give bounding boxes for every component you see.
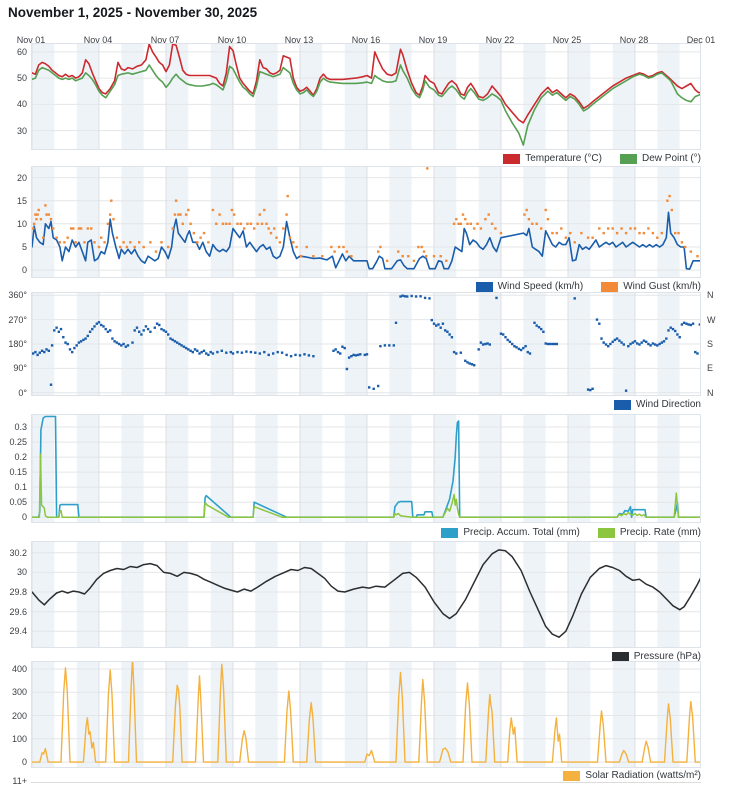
temperature-ytick-label: 30	[16, 125, 27, 136]
temperature-ytick-label: 60	[16, 46, 27, 57]
pressure-ytick-label: 30	[16, 567, 27, 578]
date-tick-label: Dec 01	[686, 35, 716, 45]
legend-label: Precip. Accum. Total (mm)	[463, 527, 580, 538]
date-tick-label: Nov 28	[619, 35, 649, 45]
wind-direction-compass-label: E	[707, 363, 714, 374]
wind-direction-legend: Wind Direction	[31, 398, 701, 411]
uv-chart-top-border	[31, 782, 701, 783]
precip-rate-swatch	[597, 527, 615, 538]
date-tick-label: Nov 01	[16, 35, 46, 45]
legend-label: Wind Gust (km/h)	[623, 281, 701, 292]
solar-radiation-ytick-label: 300	[11, 687, 27, 698]
legend-label: Dew Point (°)	[641, 153, 701, 164]
wind-ytick-label: 10	[16, 218, 27, 229]
temperature-ytick-label: 40	[16, 99, 27, 110]
legend-item: Precip. Rate (mm)	[597, 527, 701, 538]
legend-item: Solar Radiation (watts/m²)	[563, 770, 701, 781]
solar-radiation-ytick-label: 100	[11, 733, 27, 744]
temperature-ytick-label: 50	[16, 73, 27, 84]
precipitation-ytick-label: 0.25	[9, 437, 27, 448]
wind-ytick-label: 0	[21, 265, 27, 276]
wind-speed-swatch	[475, 281, 493, 292]
pressure-swatch	[611, 651, 629, 662]
legend-label: Pressure (hPa)	[633, 651, 701, 662]
temperature-plot	[31, 43, 701, 150]
pressure-ytick-label: 29.6	[9, 606, 27, 617]
legend-label: Precip. Rate (mm)	[619, 527, 701, 538]
date-tick-label: Nov 04	[83, 35, 113, 45]
wind-direction-compass-label: W	[707, 314, 716, 325]
date-tick-label: Nov 13	[284, 35, 314, 45]
legend-item: Wind Speed (km/h)	[475, 281, 584, 292]
uv-top-tick-label: 11+	[12, 776, 27, 785]
date-tick-label: Nov 25	[552, 35, 582, 45]
wind-direction-ytick-label: 0°	[18, 387, 27, 398]
date-tick-label: Nov 19	[418, 35, 448, 45]
temperature-swatch	[503, 153, 521, 164]
precipitation-plot	[31, 414, 701, 523]
legend-item: Dew Point (°)	[619, 153, 701, 164]
legend-item: Precip. Accum. Total (mm)	[441, 527, 580, 538]
legend-label: Wind Speed (km/h)	[497, 281, 584, 292]
precipitation-ytick-label: 0.15	[9, 467, 27, 478]
page-title: November 1, 2025 - November 30, 2025	[8, 5, 258, 20]
solar-radiation-legend: Solar Radiation (watts/m²)	[31, 769, 701, 782]
wind-legend: Wind Speed (km/h) Wind Gust (km/h)	[31, 280, 701, 293]
wind-direction-ytick-label: 180°	[8, 339, 27, 349]
precipitation-ytick-label: 0.05	[9, 497, 27, 508]
pressure-ytick-label: 29.4	[9, 626, 27, 637]
solar-radiation-ytick-label: 200	[11, 710, 27, 721]
wind-gust-swatch	[601, 281, 619, 292]
wind-direction-compass-label: N	[707, 387, 714, 398]
legend-label: Wind Direction	[635, 399, 701, 410]
legend-label: Temperature (°C)	[525, 153, 602, 164]
dew-point-swatch	[619, 153, 637, 164]
pressure-legend: Pressure (hPa)	[31, 650, 701, 663]
date-tick-label: Nov 07	[150, 35, 180, 45]
precipitation-ytick-label: 0.1	[14, 482, 27, 493]
solar-radiation-swatch	[563, 770, 581, 781]
date-tick-label: Nov 22	[485, 35, 515, 45]
legend-item: Wind Direction	[613, 399, 701, 410]
wind-direction-compass-label: S	[707, 339, 714, 349]
date-tick-label: Nov 10	[217, 35, 247, 45]
wind-direction-compass-label: N	[707, 290, 714, 301]
wind-direction-ytick-label: 360°	[8, 290, 27, 301]
wind-ytick-label: 15	[16, 195, 27, 206]
pressure-ytick-label: 29.8	[9, 587, 27, 598]
wind-direction-ytick-label: 270°	[8, 314, 27, 325]
solar-radiation-ytick-label: 400	[11, 663, 27, 674]
wind-direction-ytick-label: 90°	[13, 363, 27, 374]
wind-direction-swatch	[613, 399, 631, 410]
temperature-legend: Temperature (°C) Dew Point (°)	[31, 152, 701, 165]
wind-direction-plot	[31, 292, 701, 396]
precipitation-ytick-label: 0	[21, 512, 27, 523]
legend-item: Pressure (hPa)	[611, 651, 701, 662]
date-tick-label: Nov 16	[351, 35, 381, 45]
wind-ytick-label: 20	[16, 172, 27, 183]
pressure-plot	[31, 541, 701, 648]
legend-item: Wind Gust (km/h)	[601, 281, 701, 292]
wind-ytick-label: 5	[21, 241, 27, 252]
legend-label: Solar Radiation (watts/m²)	[585, 770, 701, 781]
wind-plot	[31, 166, 701, 278]
precip-accum-swatch	[441, 527, 459, 538]
precipitation-ytick-label: 0.2	[14, 452, 27, 463]
pressure-ytick-label: 30.2	[9, 547, 27, 558]
solar-radiation-ytick-label: 0	[21, 757, 27, 768]
legend-item: Temperature (°C)	[503, 153, 602, 164]
precipitation-legend: Precip. Accum. Total (mm) Precip. Rate (m…	[31, 526, 701, 539]
solar-radiation-plot	[31, 661, 701, 768]
precipitation-ytick-label: 0.3	[14, 422, 27, 433]
